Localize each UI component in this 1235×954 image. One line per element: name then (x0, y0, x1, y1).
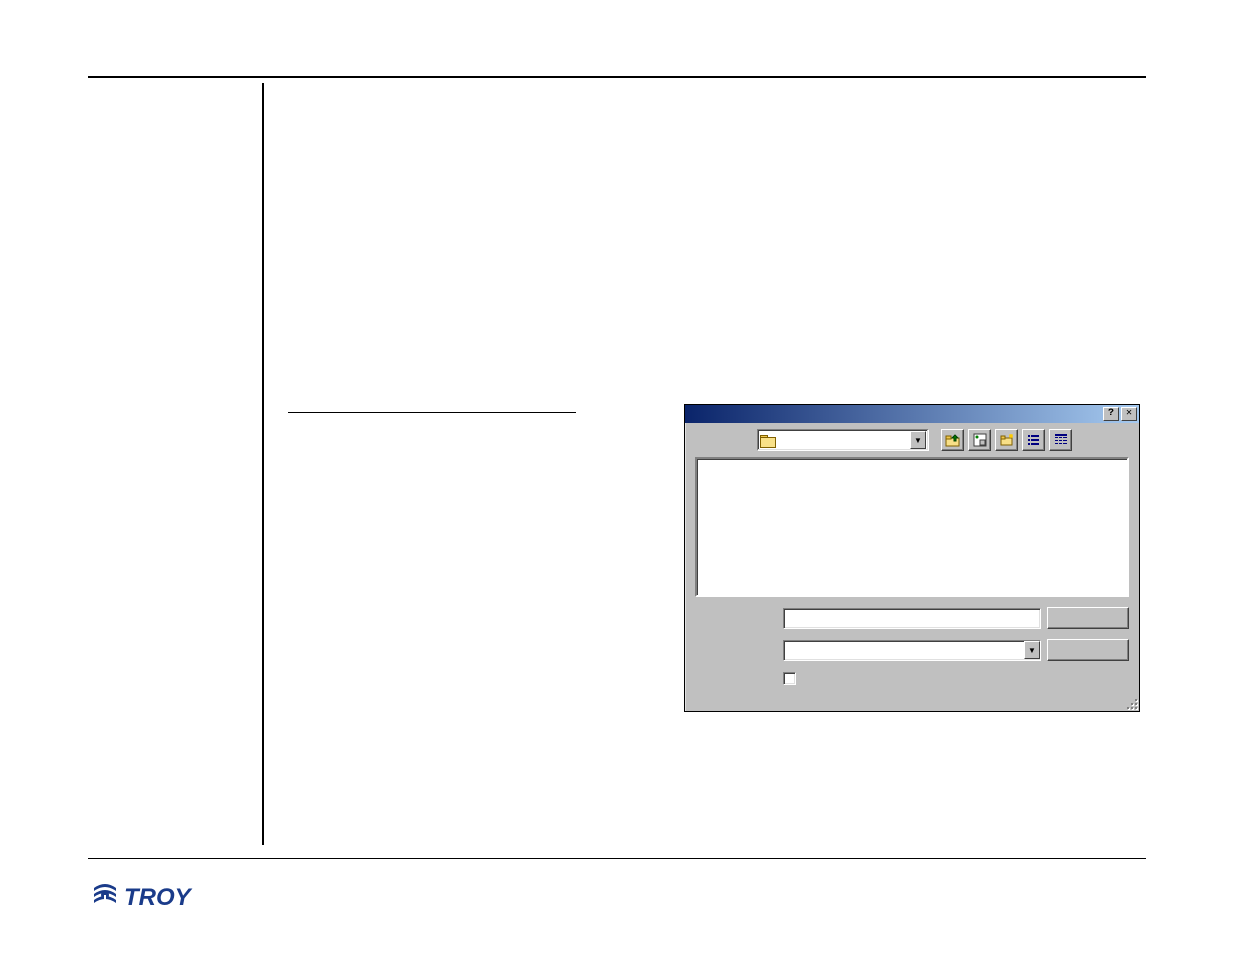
desktop-button[interactable] (968, 429, 991, 451)
resize-grip[interactable] (1123, 695, 1137, 709)
look-in-combo[interactable]: ▼ (757, 429, 929, 451)
close-button[interactable]: ✕ (1121, 407, 1137, 421)
bottom-horizontal-rule (88, 858, 1146, 859)
dialog-toolbar: ▼ (685, 423, 1139, 455)
open-button[interactable] (1047, 607, 1129, 629)
list-view-icon (1026, 432, 1042, 448)
file-list-pane[interactable] (695, 457, 1129, 597)
details-view-icon (1053, 432, 1069, 448)
folder-icon (760, 433, 776, 447)
desktop-icon (972, 432, 988, 448)
read-only-checkbox[interactable] (783, 672, 796, 685)
file-name-input[interactable] (783, 608, 1041, 629)
vertical-divider (262, 83, 264, 845)
file-type-combo[interactable]: ▼ (783, 640, 1041, 661)
list-view-button[interactable] (1022, 429, 1045, 451)
details-view-button[interactable] (1049, 429, 1072, 451)
chevron-down-icon[interactable]: ▼ (910, 431, 926, 449)
troy-logo: TROY (90, 878, 220, 912)
logo-text: TROY (124, 884, 193, 911)
file-open-dialog: ? ✕ ▼ (684, 404, 1140, 712)
new-folder-icon (999, 432, 1015, 448)
dialog-titlebar[interactable]: ? ✕ (685, 405, 1139, 423)
new-folder-button[interactable] (995, 429, 1018, 451)
body-underline (288, 412, 576, 413)
top-horizontal-rule (88, 76, 1146, 78)
up-one-level-button[interactable] (941, 429, 964, 451)
help-button[interactable]: ? (1103, 407, 1119, 421)
up-one-level-icon (945, 432, 961, 448)
chevron-down-icon[interactable]: ▼ (1024, 641, 1040, 659)
cancel-button[interactable] (1047, 639, 1129, 661)
